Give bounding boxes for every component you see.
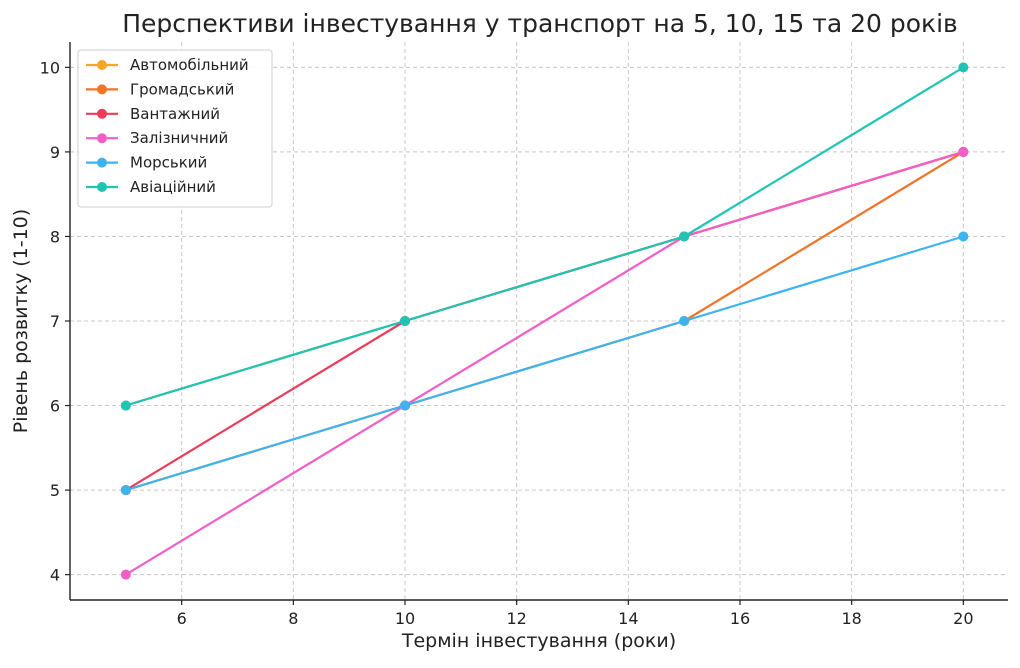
series-line [125, 66, 964, 407]
data-point [120, 485, 131, 496]
legend-item: Громадський [86, 80, 234, 98]
data-point [120, 569, 131, 580]
legend-swatch-marker [97, 133, 107, 144]
x-tick-label: 6 [177, 609, 187, 628]
y-tick-label: 9 [50, 143, 60, 162]
x-tick-label: 18 [841, 609, 861, 628]
y-tick-label: 5 [50, 481, 60, 500]
y-tick-label: 6 [50, 397, 60, 416]
legend-label: Вантажний [130, 105, 220, 123]
legend-item: Залізничний [86, 129, 228, 147]
legend-swatch-marker [97, 157, 107, 168]
x-tick-label: 20 [953, 609, 973, 628]
series-line [125, 150, 964, 576]
legend-swatch-marker [97, 60, 107, 70]
x-tick-label: 16 [730, 609, 750, 628]
x-axis-label: Термін інвестування (роки) [401, 630, 676, 652]
legend-frame [77, 49, 273, 208]
data-point [400, 316, 410, 326]
y-tick-label: 7 [50, 312, 60, 331]
data-point [958, 62, 969, 73]
y-axis-label: Рівень розвитку (1-10) [10, 209, 32, 433]
data-point [400, 400, 410, 411]
series-line [125, 235, 964, 492]
legend-item: Авіаційний [86, 178, 216, 196]
x-tick-label: 8 [288, 609, 298, 628]
chart-title: Перспективи інвестування у транспорт на … [122, 9, 958, 38]
legend-swatch-marker [97, 84, 107, 95]
legend-swatch-marker [97, 182, 107, 192]
legend-label: Автомобільний [130, 56, 249, 74]
series-5 [120, 231, 969, 496]
x-tick-label: 12 [506, 609, 526, 628]
data-point [679, 231, 690, 242]
y-tick-label: 4 [50, 566, 60, 585]
y-tick-label: 10 [40, 58, 60, 77]
tick-labels: 6 8 10 12 14 16 18 20 4 5 6 7 8 9 10 [40, 58, 974, 628]
data-point [958, 231, 969, 242]
x-tick-label: 14 [618, 609, 638, 628]
legend-label: Морський [130, 154, 207, 172]
series-group [120, 62, 969, 580]
data-point [679, 316, 690, 326]
legend-label: Авіаційний [130, 178, 216, 196]
data-point [958, 146, 969, 157]
legend-label: Громадський [130, 80, 234, 98]
data-point [120, 400, 131, 411]
legend-item: Морський [86, 154, 207, 172]
y-tick-label: 8 [50, 227, 60, 246]
legend-swatch-marker [97, 108, 107, 119]
legend-item: Вантажний [86, 105, 220, 123]
series-6 [120, 62, 969, 411]
legend-item: Автомобільний [86, 56, 249, 74]
legend: Автомобільний Громадський Вантажний Залізни… [77, 49, 273, 208]
legend-label: Залізничний [130, 129, 228, 147]
x-tick-label: 10 [395, 609, 415, 628]
